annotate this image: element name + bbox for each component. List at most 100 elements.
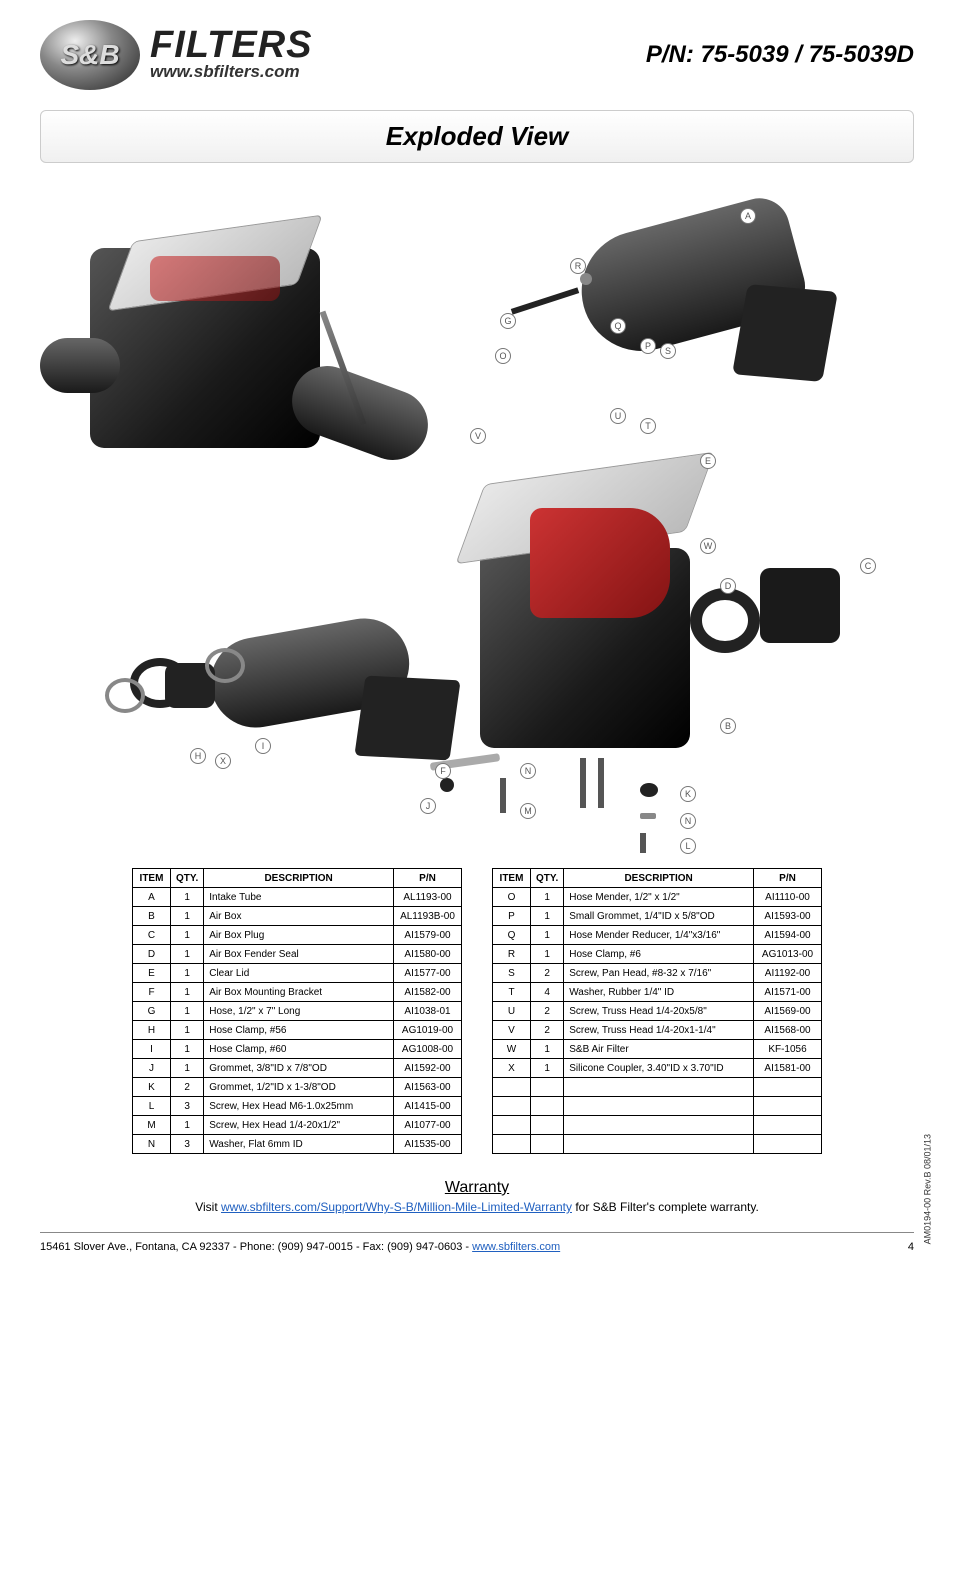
- callout-n: N: [680, 813, 696, 829]
- cell-pn: AI1582-00: [394, 983, 462, 1002]
- cell-qty: 4: [531, 983, 564, 1002]
- cell-item: Q: [493, 926, 531, 945]
- cell-pn: AI1569-00: [754, 1002, 822, 1021]
- table-row: L3Screw, Hex Head M6-1.0x25mmAI1415-00: [133, 1097, 462, 1116]
- callout-k: K: [680, 786, 696, 802]
- table-row: P1Small Grommet, 1/4"ID x 5/8"ODAI1593-0…: [493, 907, 822, 926]
- callout-f: F: [435, 763, 451, 779]
- callout-d: D: [720, 578, 736, 594]
- cell-item: R: [493, 945, 531, 964]
- callout-c: C: [860, 558, 876, 574]
- callout-l: L: [680, 838, 696, 854]
- cell-pn: AI1415-00: [394, 1097, 462, 1116]
- cell-pn: AI1110-00: [754, 888, 822, 907]
- cell-item: I: [133, 1040, 171, 1059]
- table-row: K2Grommet, 1/2"ID x 1-3/8"ODAI1563-00: [133, 1078, 462, 1097]
- cell-pn: AL1193B-00: [394, 907, 462, 926]
- cell-pn: AI1594-00: [754, 926, 822, 945]
- callout-x: X: [215, 753, 231, 769]
- callout-e: E: [700, 453, 716, 469]
- logo-emblem: S&B: [40, 20, 140, 90]
- cell-pn: AL1193-00: [394, 888, 462, 907]
- cell-desc: Screw, Pan Head, #8-32 x 7/16": [564, 964, 754, 983]
- warranty-suffix: for S&B Filter's complete warranty.: [572, 1200, 759, 1214]
- th-qty: QTY.: [171, 869, 204, 888]
- table-row: Q1Hose Mender Reducer, 1/4"x3/16"AI1594-…: [493, 926, 822, 945]
- parts-table-left: ITEM QTY. DESCRIPTION P/N A1Intake TubeA…: [132, 868, 462, 1154]
- cell-qty: 1: [171, 1116, 204, 1135]
- callout-q: Q: [610, 318, 626, 334]
- cell-qty: 1: [171, 1059, 204, 1078]
- th-item: ITEM: [493, 869, 531, 888]
- table-row-empty: [493, 1097, 822, 1116]
- cell-item: G: [133, 1002, 171, 1021]
- table-row: U2Screw, Truss Head 1/4-20x5/8"AI1569-00: [493, 1002, 822, 1021]
- cell-item: A: [133, 888, 171, 907]
- cell-qty: 1: [171, 964, 204, 983]
- cell-desc: Air Box Plug: [204, 926, 394, 945]
- table-row: R1Hose Clamp, #6AG1013-00: [493, 945, 822, 964]
- table-row: F1Air Box Mounting BracketAI1582-00: [133, 983, 462, 1002]
- table-row-empty: [493, 1078, 822, 1097]
- exploded-diagram: ARGOQPSUTVEWDCBFNJMKLHXIN: [40, 178, 914, 858]
- cell-pn: AI1592-00: [394, 1059, 462, 1078]
- cell-qty: 1: [171, 1040, 204, 1059]
- footer: 15461 Slover Ave., Fontana, CA 92337 - P…: [40, 1232, 914, 1253]
- warranty-block: Warranty Visit www.sbfilters.com/Support…: [40, 1179, 914, 1214]
- cell-desc: Air Box: [204, 907, 394, 926]
- footer-link[interactable]: www.sbfilters.com: [472, 1241, 560, 1253]
- cell-pn: AI1535-00: [394, 1135, 462, 1154]
- cell-item: U: [493, 1002, 531, 1021]
- table-row: J1Grommet, 3/8"ID x 7/8"ODAI1592-00: [133, 1059, 462, 1078]
- cell-desc: Silicone Coupler, 3.40"ID x 3.70"ID: [564, 1059, 754, 1078]
- cell-pn: AI1568-00: [754, 1021, 822, 1040]
- cell-desc: Hose Mender, 1/2" x 1/2": [564, 888, 754, 907]
- table-row: E1Clear LidAI1577-00: [133, 964, 462, 983]
- footer-address: 15461 Slover Ave., Fontana, CA 92337 - P…: [40, 1241, 560, 1253]
- cell-item: V: [493, 1021, 531, 1040]
- callout-j: J: [420, 798, 436, 814]
- callout-m: M: [520, 803, 536, 819]
- cell-qty: 1: [171, 945, 204, 964]
- cell-pn: AG1008-00: [394, 1040, 462, 1059]
- cell-item: F: [133, 983, 171, 1002]
- cell-item: O: [493, 888, 531, 907]
- callout-o: O: [495, 348, 511, 364]
- cell-pn: AI1192-00: [754, 964, 822, 983]
- cell-desc: Clear Lid: [204, 964, 394, 983]
- parts-table-right: ITEM QTY. DESCRIPTION P/N O1Hose Mender,…: [492, 868, 822, 1154]
- cell-item: T: [493, 983, 531, 1002]
- table-row-empty: [493, 1135, 822, 1154]
- cell-qty: 2: [531, 964, 564, 983]
- table-row: N3Washer, Flat 6mm IDAI1535-00: [133, 1135, 462, 1154]
- callout-h: H: [190, 748, 206, 764]
- cell-item: C: [133, 926, 171, 945]
- table-row: W1S&B Air FilterKF-1056: [493, 1040, 822, 1059]
- th-qty: QTY.: [531, 869, 564, 888]
- brand-url: www.sbfilters.com: [150, 62, 313, 82]
- callout-p: P: [640, 338, 656, 354]
- cell-pn: AI1038-01: [394, 1002, 462, 1021]
- page-number: 4: [908, 1241, 914, 1253]
- logo-text: FILTERS www.sbfilters.com: [150, 28, 313, 82]
- cell-item: K: [133, 1078, 171, 1097]
- cell-qty: 1: [531, 945, 564, 964]
- cell-item: W: [493, 1040, 531, 1059]
- cell-desc: Air Box Mounting Bracket: [204, 983, 394, 1002]
- th-desc: DESCRIPTION: [564, 869, 754, 888]
- cell-desc: Washer, Rubber 1/4" ID: [564, 983, 754, 1002]
- cell-qty: 1: [531, 1040, 564, 1059]
- brand-name: FILTERS: [150, 28, 313, 62]
- cell-item: E: [133, 964, 171, 983]
- table-row: B1Air BoxAL1193B-00: [133, 907, 462, 926]
- callout-i: I: [255, 738, 271, 754]
- table-row: T4Washer, Rubber 1/4" IDAI1571-00: [493, 983, 822, 1002]
- cell-desc: Screw, Hex Head 1/4-20x1/2": [204, 1116, 394, 1135]
- table-row: V2Screw, Truss Head 1/4-20x1-1/4"AI1568-…: [493, 1021, 822, 1040]
- warranty-link[interactable]: www.sbfilters.com/Support/Why-S-B/Millio…: [221, 1200, 572, 1214]
- cell-desc: Air Box Fender Seal: [204, 945, 394, 964]
- cell-desc: Hose Mender Reducer, 1/4"x3/16": [564, 926, 754, 945]
- cell-desc: Screw, Truss Head 1/4-20x1-1/4": [564, 1021, 754, 1040]
- cell-pn: AI1581-00: [754, 1059, 822, 1078]
- cell-qty: 2: [531, 1002, 564, 1021]
